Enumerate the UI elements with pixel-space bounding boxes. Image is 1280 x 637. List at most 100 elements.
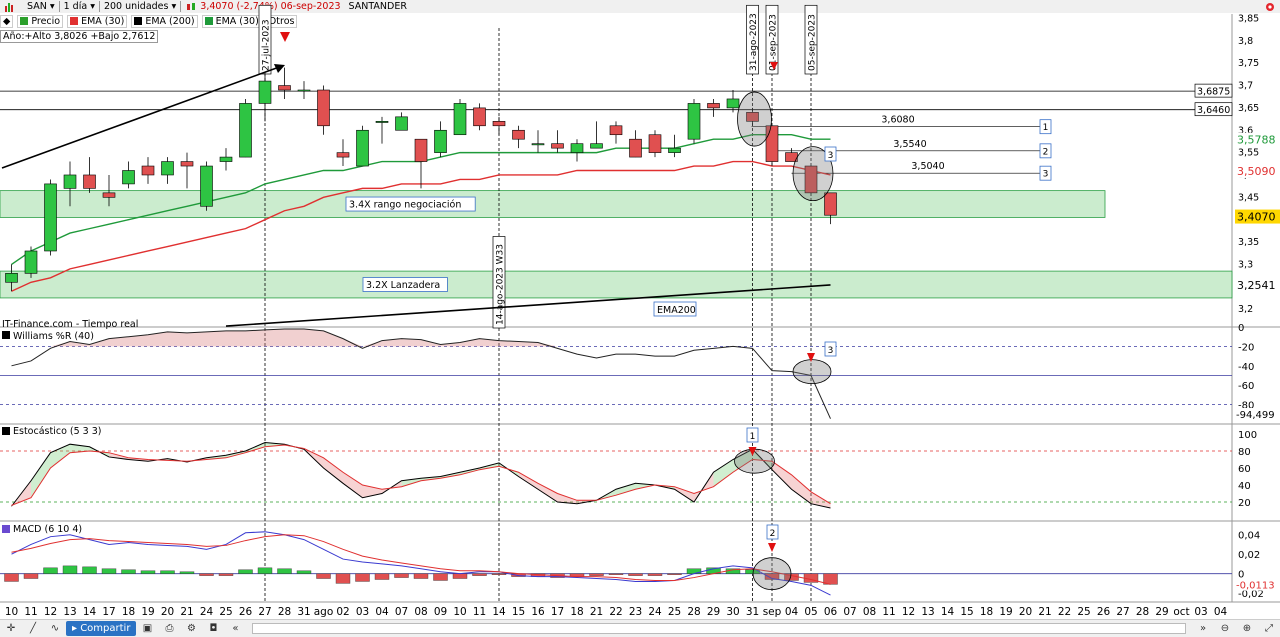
candle	[824, 192, 837, 225]
macd-histogram-bar	[628, 573, 643, 576]
x-tick-label: 30	[726, 606, 739, 618]
target-label: 3,6080	[881, 115, 914, 126]
down-arrow-marker	[280, 32, 290, 42]
candle-body	[24, 250, 38, 274]
x-tick-label: 21	[1038, 606, 1051, 618]
source-label: IT-Finance.com - Tiempo real	[2, 319, 138, 330]
x-tick-label: 25	[668, 606, 681, 618]
candle-body	[746, 112, 759, 122]
x-tick-label: 03	[1194, 606, 1207, 618]
price-tick-label: 3,65	[1238, 103, 1259, 114]
x-tick-label: 18	[980, 606, 993, 618]
macd-histogram-bar	[82, 566, 97, 574]
x-tick-label: 22	[609, 606, 622, 618]
stoch-k-line	[11, 441, 831, 509]
x-tick-label: 06	[824, 606, 838, 618]
scroll-right-icon[interactable]: »	[1199, 623, 1207, 634]
print-icon[interactable]: ⎙	[165, 623, 174, 634]
candle-body	[804, 165, 818, 194]
macd-histogram-bar	[764, 573, 780, 580]
settings-icon[interactable]: ⚙	[186, 623, 196, 634]
macd-histogram-bar	[218, 573, 234, 576]
x-tick-label: sep	[763, 606, 782, 618]
price-value-box	[1235, 163, 1280, 178]
stoch-fill	[674, 486, 694, 502]
x-tick-label: 14	[941, 606, 955, 618]
x-tick-label: 14	[83, 606, 97, 618]
x-tick-label: 17	[102, 606, 115, 618]
x-tick-label: 23	[629, 606, 642, 618]
camera-icon[interactable]: ◘	[209, 623, 218, 634]
date-label-box	[746, 4, 759, 75]
price-value-label: 3,5090	[1237, 165, 1276, 178]
candle	[590, 121, 603, 149]
x-tick-label: 31	[297, 606, 310, 618]
units-select[interactable]: 200 unidades ▾	[103, 1, 177, 12]
price-value-box	[1235, 277, 1280, 292]
x-tick-label: 25	[219, 606, 232, 618]
macd-histogram-bar	[394, 573, 409, 578]
date-label-box	[765, 4, 779, 75]
x-tick-label: 12	[44, 606, 57, 618]
stoch-fill	[791, 474, 811, 504]
candle-body	[687, 103, 701, 140]
candle	[531, 130, 545, 153]
fit-icon[interactable]: ⤢	[1265, 623, 1273, 634]
candle	[473, 103, 486, 131]
macd-histogram-bar	[179, 571, 195, 574]
chart-canvas[interactable]: 3,853,83,753,73,653,63,553,53,453,43,353…	[0, 0, 1280, 619]
legend-item-ema200[interactable]: EMA (200)	[131, 14, 198, 28]
symbol-select[interactable]: SAN ▾	[27, 1, 55, 12]
zoom-out-icon[interactable]: ⊖	[1220, 623, 1230, 634]
app-menu-button[interactable]	[0, 0, 23, 13]
candle	[804, 165, 818, 194]
candle-body	[278, 85, 291, 91]
legend-toggle-button[interactable]: ◆	[0, 14, 14, 28]
ema200-swatch	[134, 17, 143, 25]
candle-body	[395, 116, 408, 131]
stoch-fill	[518, 472, 538, 490]
ema200-label: EMA200	[657, 305, 696, 316]
zoom-in-icon[interactable]: ⊕	[1242, 623, 1252, 634]
candle-body	[590, 143, 603, 149]
draw-tool-icon[interactable]: ╱	[29, 623, 37, 634]
scroll-left-icon[interactable]: «	[232, 623, 239, 634]
interval-select[interactable]: 1 día ▾	[63, 1, 95, 12]
macd-histogram-bar	[199, 573, 214, 576]
x-tick-label: 20	[161, 606, 174, 618]
x-tick-label: 11	[473, 606, 486, 618]
x-tick-label: 21	[590, 606, 603, 618]
x-tick-label: 18	[570, 606, 583, 618]
ema200-line	[225, 284, 831, 327]
chart-type-icon[interactable]: ∿	[50, 623, 60, 634]
price-tick-label: 3,85	[1238, 13, 1259, 24]
candle-body	[239, 103, 252, 158]
legend-item-ema30-red[interactable]: EMA (30)	[67, 14, 128, 28]
candle	[746, 107, 759, 126]
candle-body	[161, 161, 174, 176]
macd-tick-label: -0,02	[1238, 589, 1264, 600]
x-tick-label: 18	[122, 606, 135, 618]
export-icon[interactable]: ▣	[142, 623, 153, 634]
macd-histogram-bar	[140, 570, 156, 574]
macd-signal-line	[11, 534, 831, 585]
status-icon[interactable]	[1260, 0, 1280, 13]
macd-histogram-bar	[433, 573, 448, 581]
horizontal-scrollbar[interactable]	[252, 623, 1186, 634]
down-arrow-marker	[770, 62, 778, 70]
zone-label: 3.2X Lanzadera	[366, 280, 440, 291]
crosshair-icon[interactable]: ✛	[6, 623, 16, 634]
legend-item-price[interactable]: Precio	[17, 14, 64, 28]
x-tick-label: 07	[395, 606, 408, 618]
candle-body	[609, 125, 623, 136]
macd-histogram-bar	[238, 569, 253, 574]
highlight-ellipse	[737, 91, 772, 147]
candle-body	[453, 103, 467, 136]
price-value-label: 3,4070	[1237, 211, 1276, 224]
macd-value-box	[1235, 577, 1280, 591]
level-label: 3,6875	[1197, 87, 1230, 98]
williams-tick-label: -80	[1238, 401, 1254, 412]
share-button[interactable]: ▸ Compartir	[66, 621, 137, 636]
candle-body	[219, 156, 233, 162]
macd-histogram-bar	[296, 570, 312, 574]
